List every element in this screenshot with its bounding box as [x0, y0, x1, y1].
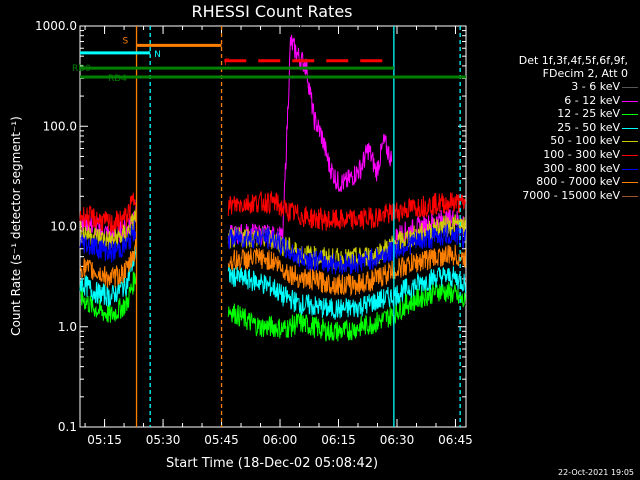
legend-entry: 7000 - 15000 keV [522, 188, 620, 202]
x-tick-label: 06:45 [438, 433, 473, 447]
legend-entry: 300 - 800 keV [543, 161, 620, 175]
x-axis-label: Start Time (18-Dec-02 05:08:42) [166, 456, 378, 471]
series-line-100-300keV [79, 191, 466, 234]
x-tick-label: 05:15 [87, 433, 122, 447]
legend-swatch [622, 127, 638, 129]
legend-entry: 6 - 12 keV [564, 93, 620, 107]
legend-entry: 25 - 50 keV [557, 120, 620, 134]
y-axis-label: Count Rate (s⁻¹ detector segment⁻¹) [9, 116, 23, 336]
state-label-RD4: RD4 [108, 74, 127, 84]
plot-area: 0.1 1.0 10.0 100.0 1000.0 05:15 05:30 05:45 06:0… [35, 19, 473, 447]
legend-swatch [622, 195, 638, 197]
legend-swatch [622, 114, 638, 116]
x-tick-label: 05:30 [146, 433, 181, 447]
legend-swatch [622, 182, 638, 184]
legend-entry: 800 - 7000 keV [536, 175, 620, 189]
series-line-3-6keV [79, 24, 466, 351]
legend-entry: 50 - 100 keV [550, 134, 620, 148]
y-tick-label: 0.1 [58, 420, 77, 434]
state-label-S: S [123, 36, 129, 46]
legend-swatch [622, 141, 638, 143]
series-line-12-25keV [79, 271, 466, 342]
state-label-RD0: RD0 [72, 64, 91, 74]
legend-entry: 100 - 300 keV [543, 148, 620, 161]
x-tick-label: 06:00 [263, 433, 298, 447]
legend-entry: 3 - 6 keV [571, 80, 620, 93]
legend-header: Det 1f,3f,4f,5f,6f,9f, [518, 54, 628, 67]
state-label-F: F [224, 58, 229, 68]
x-tick-label: 05:45 [204, 433, 239, 447]
y-tick-label: 10.0 [50, 220, 77, 234]
legend-entry: 12 - 25 keV [557, 107, 620, 121]
series-line-25-50keV [79, 243, 466, 320]
series-line-800-7000keV [79, 239, 466, 297]
generation-timestamp: 22-Oct-2021 19:05 [558, 468, 634, 477]
series-line-300-800keV [79, 220, 466, 275]
state-label-N: N [154, 50, 161, 60]
chart-title: RHESSI Count Rates [192, 2, 353, 21]
legend-header: FDecim 2, Att 0 [542, 67, 628, 80]
legend-swatch [622, 155, 638, 156]
y-tick-label: 1000.0 [35, 19, 77, 33]
y-tick-label: 1.0 [58, 320, 77, 334]
legend-swatch [622, 168, 638, 170]
x-tick-label: 06:15 [321, 433, 356, 447]
legend-swatch [622, 100, 638, 102]
y-tick-label: 100.0 [43, 119, 77, 133]
x-tick-label: 06:30 [380, 433, 415, 447]
legend-swatch [622, 87, 638, 88]
